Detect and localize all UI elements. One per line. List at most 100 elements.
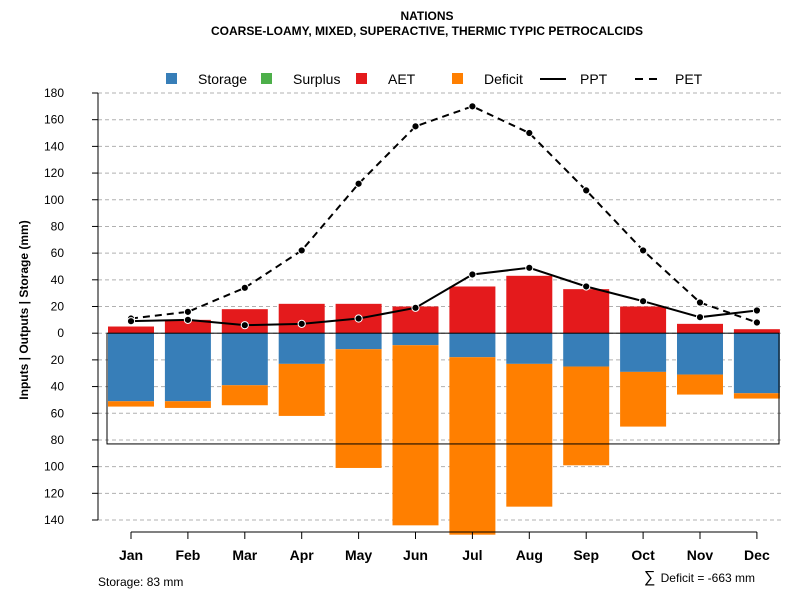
x-axis: Jan Feb Mar Apr May Jun Jul Aug Sep Oct Nov Dec	[119, 531, 770, 563]
ppt-point-jan	[126, 317, 136, 326]
x-tick-label-sep: Sep	[573, 547, 599, 563]
ppt-line	[130, 266, 758, 327]
x-tick-label-feb: Feb	[175, 547, 200, 563]
aet-bar-apr	[278, 303, 325, 334]
ppt-point-nov	[695, 313, 705, 322]
x-tick-label-oct: Oct	[631, 547, 655, 563]
aet-bar-sep	[563, 289, 610, 334]
storage-bar-sep	[563, 333, 610, 367]
storage-bar-may	[335, 333, 382, 350]
pet-point-mar	[240, 283, 249, 292]
deficit-bar-mar	[221, 385, 268, 406]
aet-bar-dec	[733, 329, 780, 334]
y-tick-label: 0	[57, 326, 64, 340]
deficit-bar-jan	[108, 401, 154, 407]
bars	[108, 275, 780, 535]
ppt-point-dec	[752, 306, 762, 315]
y-tick-label: 80	[51, 433, 65, 447]
gridlines	[98, 92, 784, 521]
legend-swatch-storage	[166, 73, 177, 84]
deficit-bar-apr	[278, 363, 325, 416]
pet-point-may	[354, 179, 363, 188]
aet-bar-feb	[164, 319, 211, 334]
y-tick-label: 140	[44, 513, 64, 527]
sigma-symbol: ∑	[644, 569, 655, 586]
x-tick-label-mar: Mar	[232, 547, 257, 563]
storage-bar-jun	[392, 333, 439, 346]
deficit-total: Deficit = -663 mm	[661, 571, 755, 585]
y-tick-label: 180	[44, 86, 64, 100]
ppt-point-mar	[240, 321, 249, 330]
pet-point-apr	[297, 246, 306, 255]
deficit-footer: ∑ Deficit = -663 mm	[644, 569, 755, 586]
deficit-bar-oct	[620, 371, 667, 427]
deficit-bar-may	[335, 349, 382, 468]
ppt-point-oct	[639, 297, 648, 306]
y-tick-label: 80	[51, 219, 65, 233]
x-tick-label-jan: Jan	[119, 547, 143, 563]
y-tick-label: 60	[51, 406, 65, 420]
ppt-point-aug	[525, 263, 534, 272]
y-tick-label: 60	[51, 246, 65, 260]
y-tick-label: 100	[44, 460, 64, 474]
x-tick-label-jun: Jun	[403, 547, 428, 563]
ppt-point-sep	[582, 282, 591, 291]
y-tick-label: 120	[44, 486, 64, 500]
storage-capacity-rect	[106, 332, 780, 445]
legend-label-pet: PET	[675, 71, 703, 87]
x-tick-label-apr: Apr	[290, 547, 315, 563]
storage-capacity-box	[106, 332, 780, 445]
y-tick-label: 120	[44, 166, 64, 180]
chart-title: NATIONS	[400, 9, 453, 23]
y-tick-label: 160	[44, 113, 64, 127]
y-tick-label: 20	[51, 353, 65, 367]
pet-point-jul	[468, 102, 477, 111]
aet-bar-jul	[449, 286, 496, 334]
ppt-point-jul	[468, 270, 477, 279]
x-tick-label-aug: Aug	[516, 547, 543, 563]
x-tick-label-may: May	[345, 547, 372, 563]
deficit-bar-sep	[563, 366, 610, 466]
deficit-bar-dec	[733, 393, 780, 399]
x-tick-label-dec: Dec	[744, 547, 770, 563]
aet-bar-nov	[677, 323, 723, 334]
storage-bar-nov	[677, 333, 723, 375]
x-tick-label-nov: Nov	[687, 547, 714, 563]
deficit-bar-aug	[506, 363, 553, 507]
pet-point-feb	[183, 307, 192, 316]
pet-point-jun	[411, 122, 420, 131]
series-lines	[126, 102, 762, 330]
chart-subtitle: COARSE-LOAMY, MIXED, SUPERACTIVE, THERMI…	[211, 24, 643, 38]
ppt-point-feb	[183, 315, 192, 324]
pet-point-oct	[639, 246, 648, 255]
y-tick-label: 100	[44, 193, 64, 207]
legend-label-aet: AET	[388, 71, 416, 87]
pet-point-dec	[752, 318, 762, 327]
ppt-point-may	[354, 314, 363, 323]
legend-label-storage: Storage	[198, 71, 247, 87]
aet-bar-jan	[108, 326, 154, 334]
x-tick-label-jul: Jul	[462, 547, 482, 563]
pet-line	[130, 105, 758, 324]
storage-footer: Storage: 83 mm	[98, 575, 183, 589]
deficit-bar-nov	[677, 374, 723, 395]
y-tick-label: 20	[51, 300, 65, 314]
legend-label-surplus: Surplus	[293, 71, 340, 87]
storage-bar-apr	[278, 333, 325, 364]
y-tick-label: 40	[51, 380, 65, 394]
y-tick-label: 40	[51, 273, 65, 287]
legend-swatch-aet	[356, 73, 367, 84]
storage-bar-feb	[164, 333, 211, 402]
aet-bar-oct	[620, 306, 667, 334]
y-tick-label: 140	[44, 139, 64, 153]
deficit-bar-jul	[449, 357, 496, 535]
legend: Storage Surplus AET Deficit PPT PET	[166, 71, 703, 87]
storage-bar-mar	[221, 333, 268, 386]
legend-label-ppt: PPT	[580, 71, 608, 87]
y-axis-label: Inputs | Outputs | Storage (mm)	[17, 220, 31, 399]
storage-bar-oct	[620, 333, 667, 372]
deficit-bar-feb	[164, 401, 211, 408]
storage-bar-jul	[449, 333, 496, 358]
aet-bar-aug	[506, 275, 553, 334]
legend-swatch-surplus	[261, 73, 272, 84]
